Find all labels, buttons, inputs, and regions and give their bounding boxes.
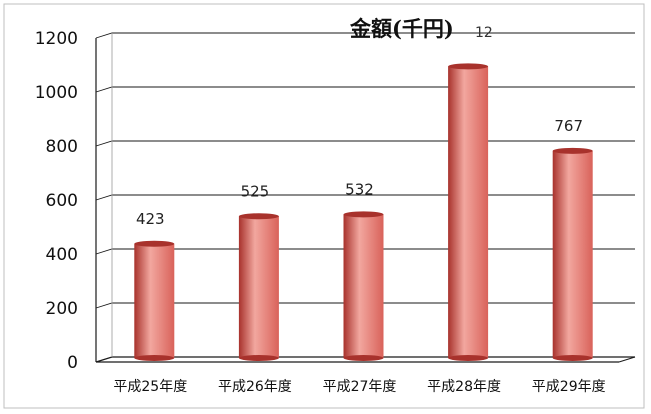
x-tick-label: 平成29年度 (532, 379, 606, 395)
data-label: 532 (345, 180, 374, 198)
bar (552, 150, 593, 358)
x-tick-label: 平成25年度 (113, 379, 187, 395)
data-label: 767 (554, 117, 583, 135)
bar (343, 214, 384, 358)
y-tick-label: 1000 (35, 83, 78, 103)
y-tick-label: 0 (67, 353, 78, 373)
bar-top (134, 240, 175, 247)
y-tick-label: 800 (46, 137, 78, 157)
chart-frame (3, 3, 645, 409)
chart-title: 金額(千円) (349, 16, 454, 41)
data-label: 525 (241, 182, 270, 200)
x-tick-label: 平成27年度 (323, 379, 397, 395)
bar-top (238, 213, 279, 220)
y-tick-label: 1200 (35, 29, 78, 49)
x-tick-label: 平成26年度 (218, 379, 292, 395)
bar-base (134, 355, 175, 361)
data-labels: 423 525 532 767 (136, 117, 583, 228)
axes (95, 33, 636, 363)
bar-base (343, 355, 384, 361)
bars (134, 63, 593, 361)
bar (448, 66, 489, 359)
x-axis-corner-line (618, 356, 636, 363)
y-tick-labels: 0 200 400 600 800 1000 1200 (35, 29, 78, 373)
bar-base (448, 355, 489, 361)
bar-top (448, 63, 489, 70)
x-tick-label: 平成28年度 (427, 379, 501, 395)
y-tick-label: 400 (46, 245, 78, 265)
bar-top (343, 211, 384, 218)
y-tick-label: 600 (46, 191, 78, 211)
chart-title-suffix: 12 (475, 25, 493, 41)
x-tick-labels: 平成25年度 平成26年度 平成27年度 平成28年度 平成29年度 (113, 379, 605, 395)
bar-base (238, 355, 279, 361)
bar (238, 216, 279, 358)
bar (134, 243, 175, 358)
bar-base (552, 355, 593, 361)
y-tick-label: 200 (46, 299, 78, 319)
bar-top (552, 147, 593, 154)
data-label: 423 (136, 210, 165, 228)
